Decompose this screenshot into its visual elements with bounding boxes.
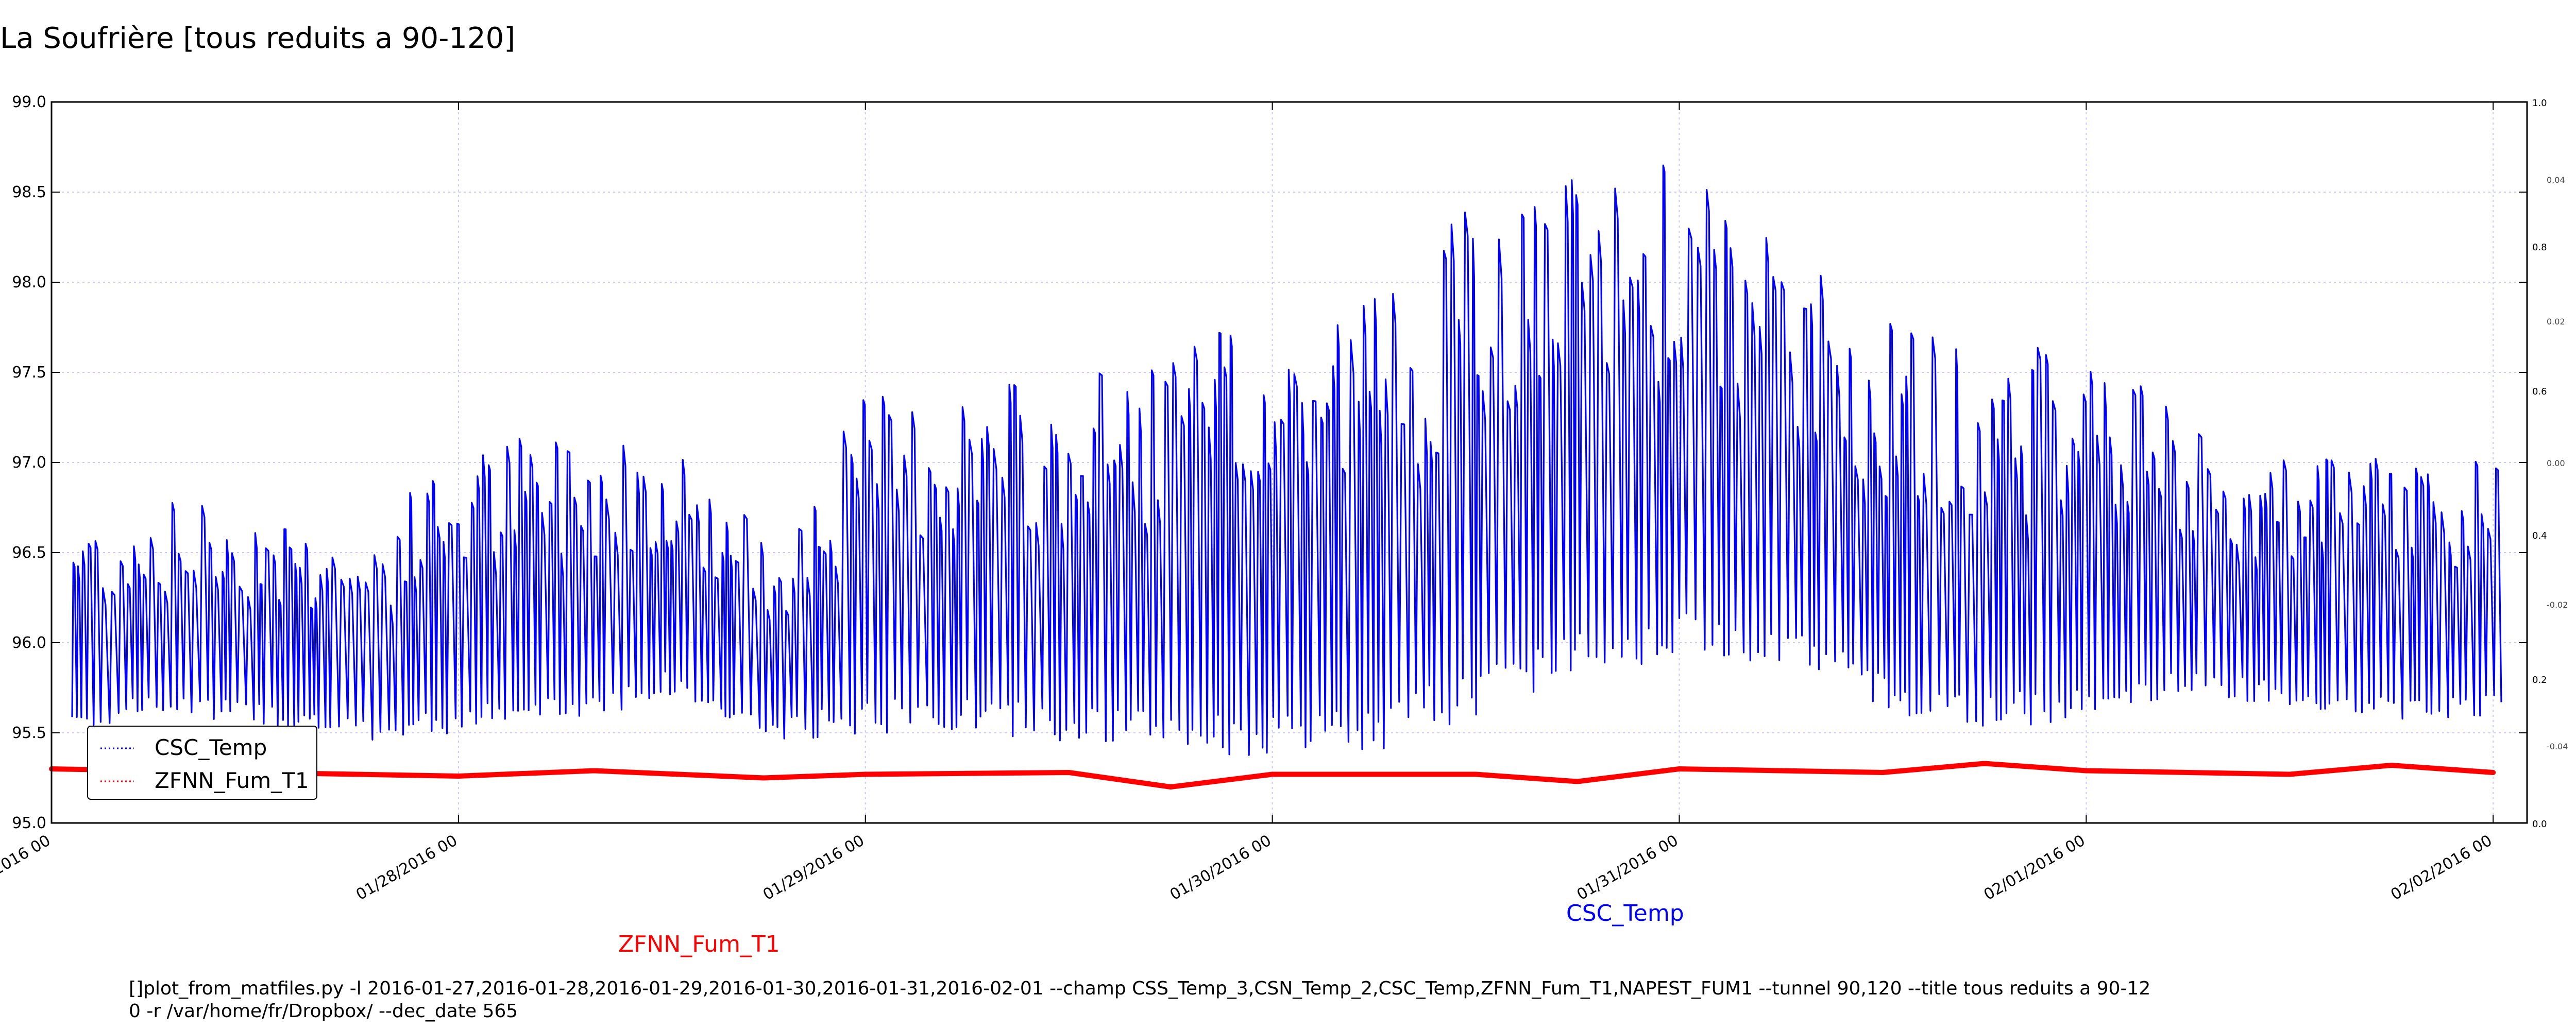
command-line-2: 0 -r /var/home/fr/Dropbox/ --dec_date 56… <box>129 1001 518 1022</box>
right-axis-inner-tick-label: -0.02 <box>2547 600 2568 610</box>
right-axis-inner-tick-label: 0.00 <box>2547 458 2565 468</box>
legend-label: ZFNN_Fum_T1 <box>155 768 309 793</box>
y-tick-label: 95.0 <box>12 814 46 832</box>
right-axis-tick-label: 1.0 <box>2532 98 2547 109</box>
y-tick-label: 97.0 <box>12 454 46 472</box>
y-tick-label: 98.0 <box>12 273 46 291</box>
x-tick-label: 01/29/2016 00 <box>760 832 868 904</box>
y-tick-label: 96.0 <box>12 634 46 652</box>
x-tick-label: 01/30/2016 00 <box>1167 832 1275 904</box>
series-label-csc: CSC_Temp <box>1566 900 1684 926</box>
legend-label: CSC_Temp <box>155 735 267 760</box>
series-label-zfnn: ZFNN_Fum_T1 <box>618 931 780 957</box>
series-line-zfnn-fum-t1 <box>49 761 2496 789</box>
right-axis-inner-tick-label: 0.04 <box>2547 175 2565 185</box>
x-tick-label: 01/27/2016 00 <box>0 832 54 904</box>
x-tick-label: 02/01/2016 00 <box>1981 832 2089 904</box>
right-axis-tick-label: 0.4 <box>2532 530 2547 541</box>
y-tick-label: 97.5 <box>12 364 46 382</box>
y-tick-label: 98.5 <box>12 183 46 201</box>
command-line-1: []plot_from_matfiles.py -l 2016-01-27,20… <box>129 978 2151 999</box>
right-axis-tick-label: 0.8 <box>2532 242 2547 253</box>
right-axis-tick-label: 0.2 <box>2532 675 2547 685</box>
y-tick-label: 95.5 <box>12 724 46 742</box>
x-tick-label: 02/02/2016 00 <box>2388 832 2496 904</box>
right-axis-tick-label: 0.6 <box>2532 386 2547 397</box>
y-tick-label: 96.5 <box>12 544 46 562</box>
x-tick-label: 01/31/2016 00 <box>1574 832 1682 904</box>
series-line-csc-temp <box>71 164 2502 756</box>
chart-title: La Soufrière [tous reduits a 90-120] <box>0 22 516 55</box>
y-tick-label: 99.0 <box>12 93 46 111</box>
x-tick-label: 01/28/2016 00 <box>353 832 461 904</box>
command-line-text: []plot_from_matfiles.py -l 2016-01-27,20… <box>129 977 2150 1023</box>
legend-box <box>87 726 317 800</box>
right-axis-inner-tick-label: 0.02 <box>2547 317 2565 327</box>
right-axis-inner-tick-label: -0.04 <box>2547 742 2568 751</box>
right-axis-tick-label: 0.0 <box>2532 819 2547 830</box>
